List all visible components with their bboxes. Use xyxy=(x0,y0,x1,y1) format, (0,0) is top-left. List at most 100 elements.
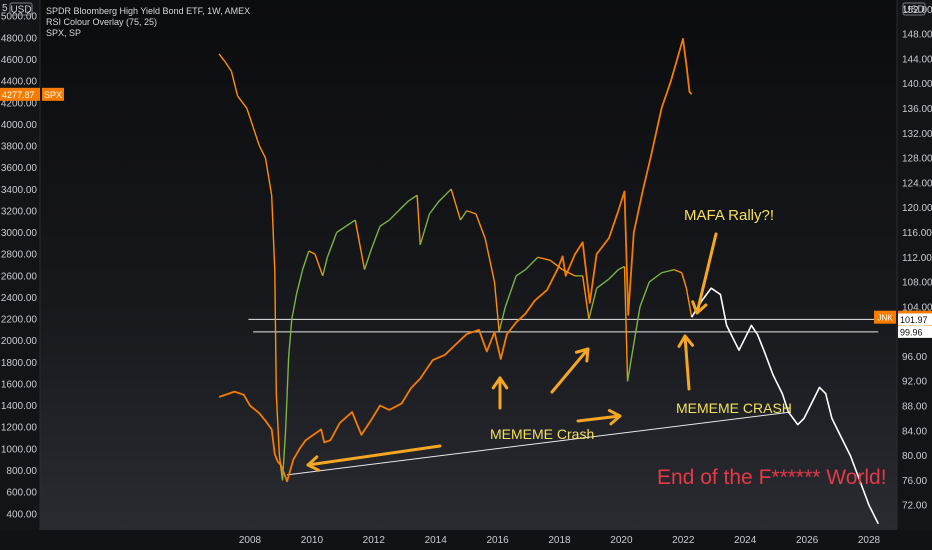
arrow-mafa-head xyxy=(691,300,708,315)
arrow-to-2018-low-head xyxy=(574,347,590,363)
jnk-segment xyxy=(428,201,440,215)
left-tick-label: 2000.00 xyxy=(1,336,38,347)
series-spx xyxy=(218,38,693,483)
spx-price-value: 4277.87 xyxy=(2,90,35,100)
arrow-to-2022-level-head xyxy=(677,334,695,348)
jnk-segment xyxy=(301,250,310,270)
right-tick-label: 108.00 xyxy=(902,278,932,289)
level-upper-value: 101.97 xyxy=(900,315,928,325)
time-tick-label: 2026 xyxy=(796,535,819,546)
jnk-segment xyxy=(639,281,650,308)
left-tick-label: 600.00 xyxy=(6,488,37,499)
right-axis-ticks: 152.00 148.00 144.00 140.00 136.00 132.00 128.… xyxy=(902,5,932,512)
jnk-segment xyxy=(264,157,270,177)
jnk-segment xyxy=(549,259,564,271)
jnk-segment xyxy=(398,200,409,212)
jnk-segment xyxy=(275,393,281,456)
left-tick-label: 3200.00 xyxy=(1,206,38,217)
jnk-segment xyxy=(314,253,324,277)
time-tick-label: 2028 xyxy=(858,535,881,546)
jnk-segment xyxy=(629,306,641,363)
left-tick-label: 4200.00 xyxy=(1,98,38,109)
trendline-2 xyxy=(287,411,791,476)
arrow-to-2009-low xyxy=(306,444,442,467)
left-tick-label: 1800.00 xyxy=(1,358,38,369)
left-tick-label: 4400.00 xyxy=(1,77,38,88)
left-tick-label: 1400.00 xyxy=(1,401,38,412)
jnk-segment xyxy=(291,294,298,320)
chart-legend: SPDR Bloomberg High Yield Bond ETF, 1W, … xyxy=(46,6,250,39)
jnk-segment xyxy=(284,356,290,431)
arrow-to-2009-low-head xyxy=(306,455,321,472)
jnk-segment xyxy=(582,275,590,320)
jnk-segment xyxy=(388,210,400,221)
right-tick-label: 148.00 xyxy=(902,30,932,41)
jnk-segment xyxy=(281,430,287,481)
level-upper-badge xyxy=(898,313,932,326)
jnk-segment xyxy=(218,53,226,63)
jnk-segment xyxy=(246,108,254,128)
trendlines xyxy=(248,318,879,476)
jnk-segment xyxy=(661,268,675,274)
left-tick-label: 2600.00 xyxy=(1,271,38,282)
left-tick-label: 4800.00 xyxy=(1,33,38,44)
jnk-segment xyxy=(438,188,452,202)
jnk-segment xyxy=(326,232,338,258)
right-axis-panel xyxy=(897,0,932,530)
annotation-end-world: End of the F****** World! xyxy=(657,466,887,489)
arrow-to-2020-low-head xyxy=(607,408,622,426)
right-tick-label: 152.00 xyxy=(902,5,932,16)
right-tick-label: 112.00 xyxy=(902,253,932,264)
annotation-arrows xyxy=(306,232,718,472)
left-tick-label: 400.00 xyxy=(6,509,37,520)
jnk-label-badge xyxy=(874,310,896,324)
jnk-segment xyxy=(596,278,610,289)
jnk-segment xyxy=(562,269,576,277)
jnk-segment xyxy=(252,126,260,146)
jnk-segment xyxy=(608,269,619,280)
jnk-segment xyxy=(354,219,366,270)
legend-line-symbol: SPDR Bloomberg High Yield Bond ETF, 1W, … xyxy=(46,6,251,16)
jnk-segment xyxy=(274,269,278,394)
arrow-to-2020-low xyxy=(576,414,622,423)
jnk-segment xyxy=(685,288,693,318)
left-tick-label: 1200.00 xyxy=(1,423,38,434)
jnk-segment xyxy=(419,213,431,246)
jnk-segment xyxy=(270,195,276,270)
jnk-segment xyxy=(515,269,526,277)
jnk-segment xyxy=(322,257,329,277)
jnk-segment xyxy=(588,288,598,320)
left-tick-label: 5000.00 xyxy=(1,12,38,23)
jnk-segment xyxy=(370,226,381,252)
annotation-mememe-crash-1: MEMEME Crash xyxy=(490,426,594,442)
jnk-segment xyxy=(363,250,372,270)
right-tick-label: 96.00 xyxy=(902,352,927,363)
left-tick-label: 3000.00 xyxy=(1,228,38,239)
jnk-segment xyxy=(626,362,632,382)
left-tick-label: 2200.00 xyxy=(1,315,38,326)
jnk-segment xyxy=(230,71,239,97)
jnk-segment xyxy=(278,455,284,481)
jnk-segment xyxy=(224,61,233,72)
jnk-segment xyxy=(407,194,418,203)
right-tick-label: 88.00 xyxy=(902,402,927,413)
arrow-to-2022-level xyxy=(683,334,691,391)
time-tick-label: 2010 xyxy=(301,535,324,546)
jnk-segment xyxy=(524,256,539,271)
legend-line-overlay: SPX, SP xyxy=(46,28,82,38)
right-tick-label: 84.00 xyxy=(902,426,927,437)
legend-line-indicator: RSI Colour Overlay (75, 25) xyxy=(46,17,158,27)
jnk-segment xyxy=(308,250,316,255)
jnk-label-text: JNK xyxy=(877,314,893,323)
left-tick-label: 2800.00 xyxy=(1,250,38,261)
time-axis-panel xyxy=(0,530,932,550)
left-axis-top-label: 5 xyxy=(2,3,8,14)
arrow-mafa xyxy=(695,232,718,315)
jnk-segment xyxy=(493,281,500,332)
left-tick-label: 800.00 xyxy=(6,466,37,477)
left-tick-label: 1000.00 xyxy=(1,444,38,455)
left-tick-label: 3400.00 xyxy=(1,185,38,196)
series-projection xyxy=(691,287,880,525)
jnk-segment xyxy=(466,210,477,215)
